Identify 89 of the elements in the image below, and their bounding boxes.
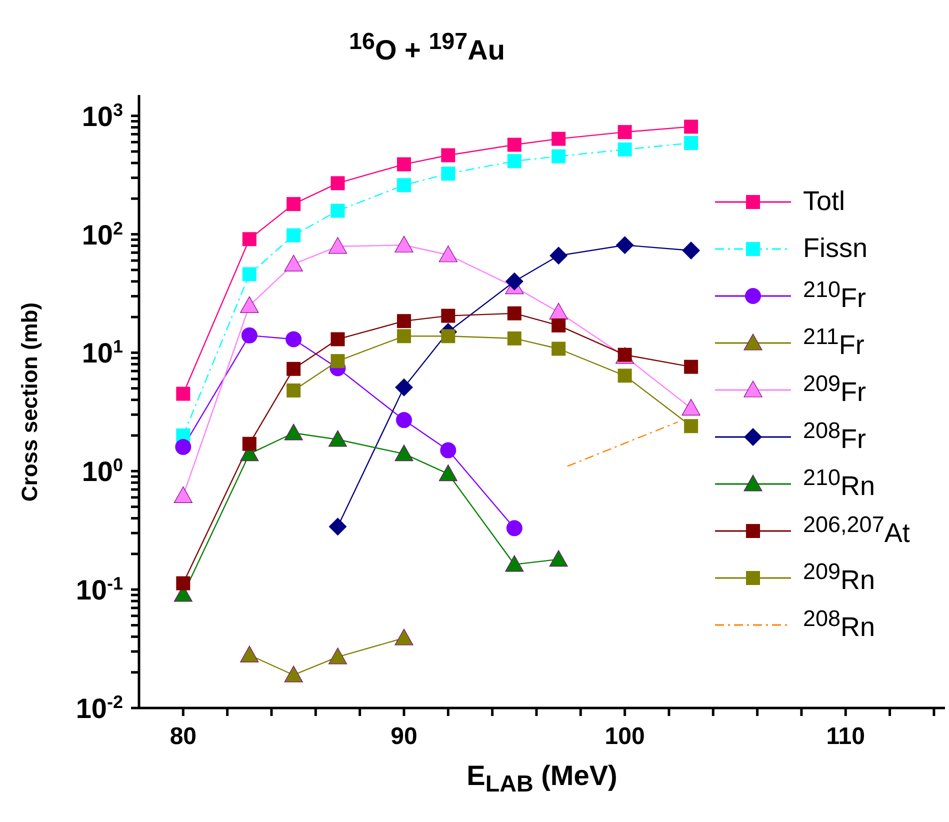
legend-label: $^{209}$Rn (803, 559, 876, 596)
point (330, 204, 345, 218)
point (176, 386, 190, 401)
point (552, 149, 566, 164)
point (441, 148, 456, 162)
point (549, 302, 568, 320)
point (618, 125, 632, 140)
point (328, 648, 348, 664)
y-tick-label: 10$^{1}$ (82, 336, 123, 369)
point (552, 342, 566, 356)
legend-label: $^{211}$Fr (803, 324, 864, 361)
point (616, 236, 634, 254)
point (242, 232, 256, 246)
legend-label: $^{209}$Fr (803, 371, 866, 408)
x-tick-label: 80 (170, 723, 197, 750)
point (396, 157, 411, 172)
point (284, 424, 303, 440)
point (552, 318, 566, 332)
point (174, 486, 192, 504)
point (505, 555, 524, 572)
point (684, 120, 698, 134)
point (284, 666, 303, 682)
point (396, 314, 411, 328)
point (240, 296, 259, 313)
point (330, 332, 345, 346)
point (506, 520, 522, 536)
point (618, 142, 632, 156)
point (507, 154, 522, 168)
point (396, 178, 411, 192)
point (328, 237, 348, 254)
point (328, 430, 348, 447)
point (396, 329, 411, 344)
point (438, 246, 458, 262)
point (684, 136, 698, 150)
point (549, 550, 568, 567)
y-tick-label: 10$^{-2}$ (76, 692, 123, 724)
legend-label: $^{206,207}$At (803, 512, 910, 549)
point (507, 306, 522, 320)
y-tick-label: 10$^{3}$ (82, 100, 123, 132)
point (684, 419, 698, 434)
chart-title: $^{16}$O + $^{197}$Au (348, 28, 506, 66)
point (552, 132, 566, 146)
point (330, 176, 345, 190)
point (682, 398, 700, 416)
point (505, 272, 524, 290)
point (241, 327, 258, 344)
point (394, 444, 414, 462)
x-tick-label: 100 (604, 723, 645, 750)
legend-label: $^{208}$Rn (803, 606, 876, 643)
point (396, 412, 412, 428)
point (330, 354, 345, 368)
point (684, 360, 698, 374)
point (240, 646, 259, 662)
legend-label: $^{210}$Rn (803, 465, 876, 502)
x-tick-label: 110 (826, 723, 865, 750)
point (286, 362, 301, 376)
point (286, 228, 301, 242)
point (438, 464, 458, 482)
point (394, 628, 414, 646)
point (242, 267, 256, 282)
y-tick-label: 10$^{2}$ (82, 218, 123, 250)
point (394, 236, 414, 252)
point (284, 254, 303, 272)
point (618, 368, 632, 383)
legend-label: $^{208}$Fr (803, 418, 866, 455)
y-tick-label: 10$^{-1}$ (76, 574, 123, 606)
y-axis-title: Cross section (mb) (17, 302, 43, 502)
point (394, 378, 413, 396)
point (286, 331, 302, 348)
point (328, 518, 347, 536)
x-tick-label: 90 (390, 723, 418, 750)
point (550, 246, 568, 265)
point (440, 442, 456, 458)
point (175, 438, 192, 455)
point (176, 576, 190, 590)
y-tick-label: 10$^{0}$ (82, 455, 123, 488)
point (507, 331, 522, 346)
point (441, 166, 456, 181)
point (441, 329, 456, 344)
point (286, 197, 301, 212)
point (682, 241, 700, 260)
point (441, 308, 456, 323)
legend-label: $^{210}$Fr (803, 277, 866, 314)
legend-label: Totl (803, 186, 846, 217)
legend-label: Fissn (803, 233, 868, 264)
point (242, 436, 256, 451)
x-axis-title: E$_{LAB}$ (MeV) (466, 760, 618, 798)
point (507, 138, 522, 152)
point (286, 383, 301, 398)
